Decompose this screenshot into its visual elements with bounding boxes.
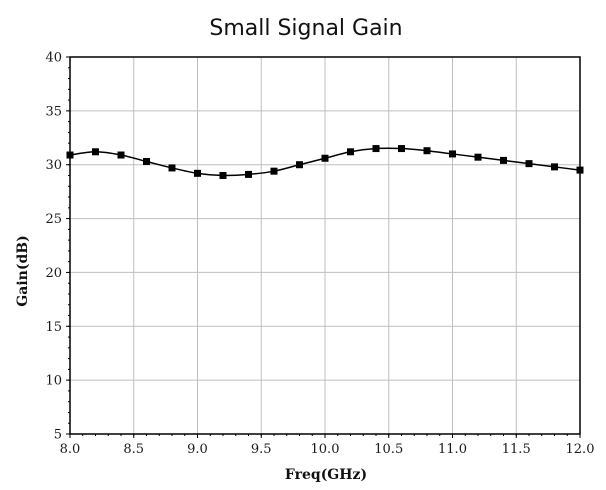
data-point	[194, 169, 201, 177]
data-point	[66, 151, 74, 159]
y-tick-label: 30	[45, 158, 62, 173]
y-tick-label: 40	[45, 51, 62, 66]
data-point	[372, 145, 380, 153]
x-tick-label: 9.5	[251, 442, 272, 457]
data-point	[270, 167, 278, 175]
y-tick-label: 10	[45, 374, 62, 389]
x-tick-label: 11.5	[502, 442, 531, 457]
data-point	[474, 153, 482, 161]
x-tick-label: 10.0	[311, 442, 340, 457]
y-tick-label: 35	[45, 104, 62, 119]
data-point	[347, 148, 354, 156]
y-tick-label: 25	[45, 212, 62, 227]
data-point	[117, 151, 125, 159]
data-point	[398, 145, 405, 153]
x-axis-label: Freq(GHz)	[285, 467, 367, 483]
x-tick-label: 10.5	[374, 442, 403, 457]
data-point	[500, 156, 507, 164]
data-point	[168, 164, 176, 172]
x-tick-label: 12.0	[566, 442, 595, 457]
x-tick-label: 11.0	[438, 442, 467, 457]
y-tick-label: 15	[45, 320, 62, 335]
data-point	[143, 157, 150, 165]
axis-ticks	[66, 56, 581, 438]
x-tick-label: 9.0	[187, 442, 208, 457]
x-tick-labels: 8.0 8.5 9.0 9.5 10.0 10.5 11.0 11.5 12.0	[60, 442, 595, 457]
y-tick-labels: 5 10 15 20 25 30 35 40	[45, 51, 62, 443]
x-tick-label: 8.5	[123, 442, 144, 457]
data-point	[423, 147, 431, 155]
grid	[70, 57, 580, 434]
data-point	[245, 170, 252, 178]
data-point	[576, 166, 584, 174]
data-point	[92, 148, 99, 156]
y-axis-label: Gain(dB)	[15, 235, 31, 306]
x-tick-label: 8.0	[60, 442, 81, 457]
y-tick-label: 5	[54, 428, 62, 443]
chart-title: Small Signal Gain	[209, 16, 402, 41]
data-point	[551, 163, 558, 171]
data-point	[296, 161, 303, 169]
data-point	[321, 154, 329, 162]
y-tick-label: 20	[45, 266, 62, 281]
series-gain	[66, 145, 584, 179]
data-point	[219, 171, 227, 179]
data-point	[449, 150, 456, 158]
data-point	[525, 160, 533, 168]
